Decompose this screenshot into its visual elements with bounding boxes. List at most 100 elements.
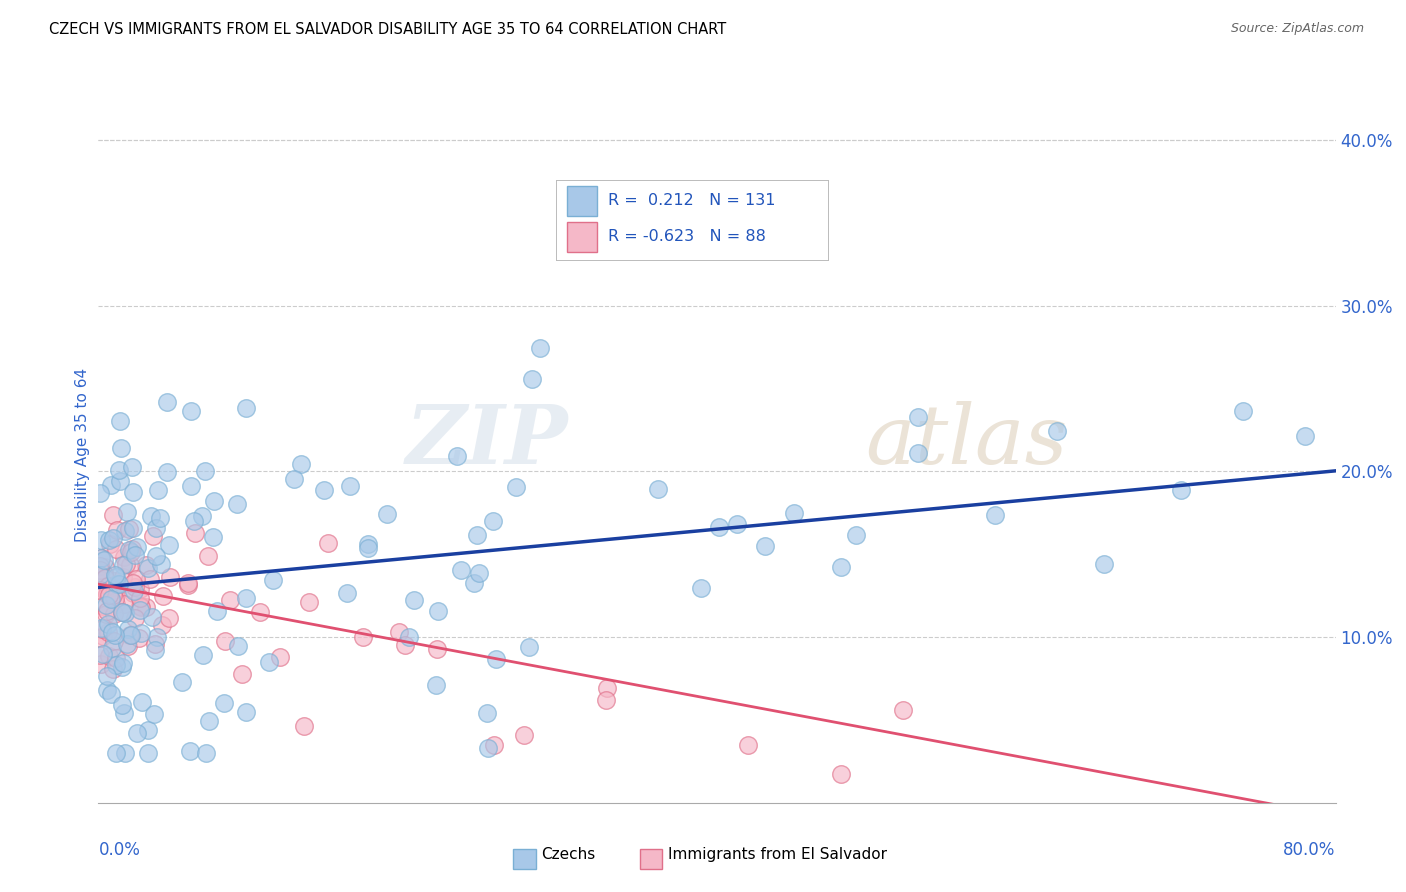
Point: [105, 657, 128, 672]
Point: [117, 622, 139, 636]
Point: [96, 587, 118, 601]
Point: [122, 576, 145, 591]
Point: [292, 719, 315, 733]
Point: [120, 545, 142, 559]
Point: [122, 584, 145, 599]
Point: [907, 409, 929, 424]
Point: [426, 603, 449, 617]
Point: [121, 460, 143, 475]
Point: [90, 574, 112, 588]
Point: [129, 591, 152, 606]
Point: [529, 341, 551, 355]
Point: [111, 605, 134, 619]
Point: [142, 706, 165, 721]
Point: [402, 593, 425, 607]
Point: [141, 610, 163, 624]
Point: [149, 510, 172, 524]
Point: [517, 640, 540, 654]
Point: [176, 577, 198, 591]
Point: [122, 585, 145, 599]
Point: [145, 549, 167, 563]
Point: [96, 607, 118, 621]
Point: [231, 667, 253, 681]
Point: [129, 582, 152, 597]
Point: [90, 622, 112, 636]
Point: [198, 714, 221, 728]
Point: [146, 483, 169, 498]
Point: [100, 641, 122, 656]
Point: [845, 527, 868, 541]
Point: [114, 746, 136, 760]
Point: [89, 567, 111, 582]
Point: [103, 508, 125, 523]
Point: [89, 563, 111, 577]
Point: [112, 597, 135, 611]
Point: [101, 625, 124, 640]
Text: Source: ZipAtlas.com: Source: ZipAtlas.com: [1230, 22, 1364, 36]
Point: [91, 623, 114, 637]
Point: [93, 572, 115, 586]
Point: [93, 552, 115, 566]
Point: [98, 589, 121, 603]
Point: [191, 509, 214, 524]
Point: [118, 522, 141, 536]
Point: [114, 606, 136, 620]
Point: [105, 570, 128, 584]
Point: [197, 549, 219, 563]
Point: [180, 404, 202, 418]
Point: [194, 463, 217, 477]
Point: [111, 558, 134, 572]
Point: [150, 557, 173, 571]
Point: [513, 728, 536, 742]
Point: [339, 479, 361, 493]
Y-axis label: Disability Age 35 to 64: Disability Age 35 to 64: [75, 368, 90, 542]
Point: [104, 628, 127, 642]
Point: [352, 630, 374, 644]
Point: [111, 698, 134, 712]
Point: [100, 478, 122, 492]
Point: [183, 515, 205, 529]
Point: [235, 591, 257, 606]
Point: [112, 549, 135, 564]
Point: [108, 474, 131, 488]
Point: [115, 557, 138, 571]
Point: [101, 532, 124, 546]
Point: [90, 657, 112, 672]
Point: [104, 592, 127, 607]
Point: [446, 449, 468, 463]
Point: [91, 599, 114, 614]
Point: [100, 591, 122, 606]
Point: [157, 611, 180, 625]
Point: [426, 641, 449, 656]
Point: [595, 693, 617, 707]
Point: [104, 567, 127, 582]
Point: [170, 675, 193, 690]
Point: [127, 726, 149, 740]
Point: [226, 639, 249, 653]
Point: [725, 516, 748, 531]
Point: [90, 533, 112, 548]
Text: R =  0.212   N = 131: R = 0.212 N = 131: [607, 194, 776, 209]
Point: [127, 540, 149, 554]
Point: [97, 579, 120, 593]
Point: [357, 541, 380, 555]
Point: [1046, 425, 1069, 439]
Point: [124, 548, 146, 562]
Point: [484, 738, 506, 752]
Point: [121, 541, 143, 556]
Point: [96, 669, 118, 683]
Point: [830, 766, 852, 780]
Point: [202, 530, 225, 544]
Point: [468, 566, 491, 581]
Point: [212, 696, 235, 710]
Point: [482, 515, 505, 529]
Point: [135, 599, 157, 614]
Point: [121, 484, 143, 499]
Point: [118, 558, 141, 572]
Point: [111, 605, 134, 619]
Point: [129, 599, 152, 614]
Point: [145, 521, 167, 535]
Point: [124, 572, 146, 586]
Point: [142, 529, 165, 543]
Point: [398, 630, 420, 644]
